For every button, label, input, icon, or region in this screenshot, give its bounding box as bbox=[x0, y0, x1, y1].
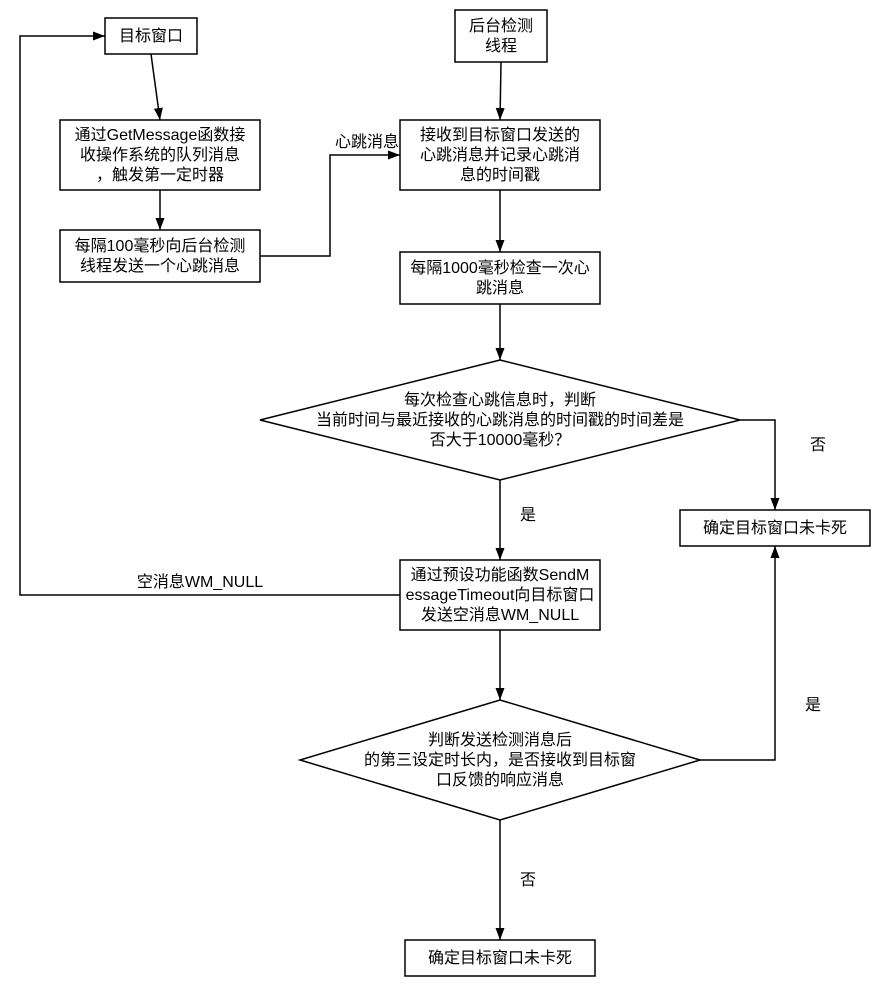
svg-text:否: 否 bbox=[810, 437, 826, 454]
svg-text:心跳消息并记录心跳消: 心跳消息并记录心跳消 bbox=[420, 146, 580, 164]
svg-text:每隔1000毫秒检查一次心: 每隔1000毫秒检查一次心 bbox=[410, 258, 590, 277]
svg-text:，触发第一定时器: ，触发第一定时器 bbox=[96, 166, 224, 184]
svg-text:通过预设功能函数SendM: 通过预设功能函数SendM bbox=[411, 566, 590, 584]
svg-text:每隔100毫秒向后台检测: 每隔100毫秒向后台检测 bbox=[75, 236, 246, 255]
svg-text:线程: 线程 bbox=[485, 37, 517, 55]
svg-text:确定目标窗口未卡死: 确定目标窗口未卡死 bbox=[703, 519, 847, 537]
svg-text:发送空消息WM_NULL: 发送空消息WM_NULL bbox=[421, 606, 579, 624]
svg-text:后台检测: 后台检测 bbox=[469, 17, 533, 35]
svg-text:通过GetMessage函数接: 通过GetMessage函数接 bbox=[75, 126, 246, 144]
svg-text:目标窗口: 目标窗口 bbox=[119, 27, 183, 45]
svg-text:每次检查心跳信息时，判断: 每次检查心跳信息时，判断 bbox=[404, 391, 596, 409]
svg-text:是: 是 bbox=[520, 507, 536, 524]
svg-text:否: 否 bbox=[520, 872, 536, 889]
svg-text:否大于10000毫秒？: 否大于10000毫秒？ bbox=[430, 430, 571, 449]
svg-text:息的时间戳: 息的时间戳 bbox=[460, 166, 540, 184]
svg-text:当前时间与最近接收的心跳消息的时间戳的时间差是: 当前时间与最近接收的心跳消息的时间戳的时间差是 bbox=[316, 411, 684, 429]
svg-text:口反馈的响应消息: 口反馈的响应消息 bbox=[436, 770, 564, 789]
svg-text:的第三设定时长内，是否接收到目标窗: 的第三设定时长内，是否接收到目标窗 bbox=[364, 751, 636, 769]
svg-text:接收到目标窗口发送的: 接收到目标窗口发送的 bbox=[420, 126, 580, 144]
svg-text:是: 是 bbox=[805, 697, 821, 714]
svg-text:跳消息: 跳消息 bbox=[476, 279, 524, 297]
svg-text:收操作系统的队列消息: 收操作系统的队列消息 bbox=[80, 146, 240, 164]
svg-text:确定目标窗口未卡死: 确定目标窗口未卡死 bbox=[428, 949, 572, 967]
svg-text:线程发送一个心跳消息: 线程发送一个心跳消息 bbox=[80, 257, 240, 275]
svg-text:空消息WM_NULL: 空消息WM_NULL bbox=[137, 573, 263, 591]
svg-text:判断发送检测消息后: 判断发送检测消息后 bbox=[428, 731, 572, 749]
svg-text:心跳消息: 心跳消息 bbox=[335, 133, 399, 151]
svg-text:essageTimeout向目标窗口: essageTimeout向目标窗口 bbox=[406, 586, 595, 604]
